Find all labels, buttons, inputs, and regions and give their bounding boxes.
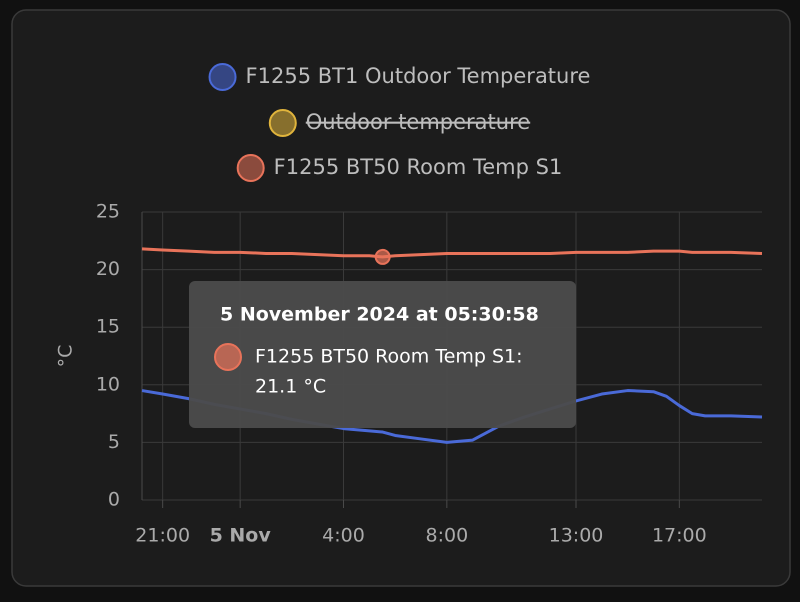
y-axis-label: °C	[55, 345, 77, 368]
x-tick-label: 17:00	[652, 525, 707, 547]
x-tick-label: 4:00	[322, 525, 365, 547]
y-tick-label: 15	[96, 316, 120, 338]
y-tick-label: 20	[96, 258, 120, 280]
tooltip-label: F1255 BT50 Room Temp S1:	[255, 346, 523, 368]
x-tick-label: 8:00	[425, 525, 468, 547]
x-tick-label: 21:00	[135, 525, 190, 547]
y-tick-label: 25	[96, 201, 120, 223]
y-tick-label: 5	[108, 431, 120, 453]
tooltip-swatch	[214, 343, 242, 371]
series-line	[141, 247, 763, 259]
x-tick-label: 5 Nov	[210, 525, 272, 547]
tooltip-box	[189, 281, 576, 428]
legend-swatch	[236, 154, 265, 182]
legend-item[interactable]: Outdoor temperature	[268, 109, 530, 137]
legend-swatch	[268, 109, 297, 137]
legend-label: F1255 BT1 Outdoor Temperature	[246, 64, 591, 88]
tooltip-value: 21.1 °C	[255, 376, 326, 398]
legend-swatch	[208, 63, 237, 91]
y-tick-label: 10	[96, 373, 120, 395]
tooltip-title: 5 November 2024 at 05:30:58	[220, 304, 539, 326]
legend-item[interactable]: F1255 BT50 Room Temp S1	[236, 154, 563, 182]
legend-item[interactable]: F1255 BT1 Outdoor Temperature	[208, 63, 591, 91]
highlight-point	[374, 248, 391, 265]
y-tick-label: 0	[108, 489, 120, 511]
x-tick-label: 13:00	[549, 525, 604, 547]
legend-label: Outdoor temperature	[306, 110, 530, 134]
legend-label: F1255 BT50 Room Temp S1	[274, 155, 563, 179]
